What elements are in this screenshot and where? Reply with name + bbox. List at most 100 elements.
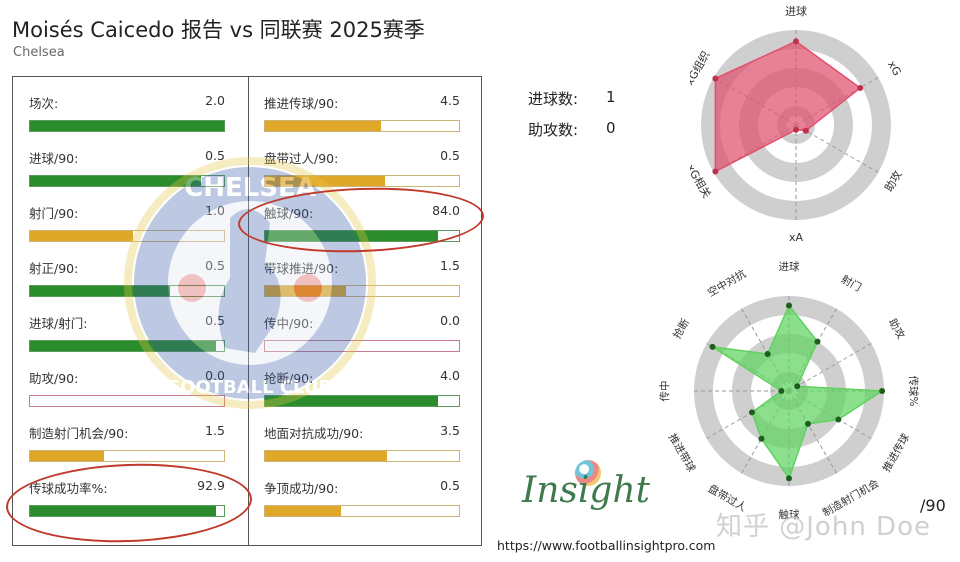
- metric-row: 抢断/90: 4.0: [264, 368, 460, 418]
- metric-label: 触球/90:: [264, 206, 314, 221]
- metric-value: 1.5: [205, 423, 225, 438]
- goals-count-value: 1: [606, 88, 616, 106]
- metric-row: 进球/90: 0.5: [29, 148, 225, 198]
- metric-value: 0.5: [205, 148, 225, 163]
- metric-value: 0.5: [440, 148, 460, 163]
- svg-text:xG相关: xG相关: [690, 161, 714, 200]
- metric-value: 92.9: [197, 478, 225, 493]
- metric-bar-fill: [30, 286, 170, 296]
- metric-label: 制造射门机会/90:: [29, 426, 129, 441]
- metric-row: 进球/射门: 0.5: [29, 313, 225, 363]
- svg-text:助攻: 助攻: [881, 168, 904, 194]
- metric-row: 盘带过人/90: 0.5: [264, 148, 460, 198]
- per90-label: /90: [920, 496, 946, 515]
- metric-bar: [264, 395, 460, 407]
- soccer-ball-icon: [575, 460, 601, 486]
- metric-value: 0.5: [205, 313, 225, 328]
- metric-label: 射正/90:: [29, 261, 79, 276]
- metric-bar-fill: [265, 506, 341, 516]
- metric-row: 助攻/90: 0.0: [29, 368, 225, 418]
- metric-bar: [29, 505, 225, 517]
- assists-count-row: 助攻数: 0: [528, 119, 626, 150]
- svg-text:射门: 射门: [839, 272, 864, 294]
- svg-text:进球: 进球: [785, 4, 807, 18]
- metric-row: 带球推进/90: 1.5: [264, 258, 460, 308]
- metric-label: 抢断/90:: [264, 371, 314, 386]
- svg-text:xA: xA: [789, 231, 804, 244]
- metric-label: 争顶成功/90:: [264, 481, 339, 496]
- metric-bar: [29, 120, 225, 132]
- metric-bar: [264, 230, 460, 242]
- metric-row: 传球成功率%: 92.9: [29, 478, 225, 528]
- metric-row: 射正/90: 0.5: [29, 258, 225, 308]
- svg-text:抢断: 抢断: [670, 316, 692, 341]
- metric-value: 1.5: [440, 258, 460, 273]
- team-name: Chelsea: [13, 45, 65, 60]
- metric-bar: [29, 450, 225, 462]
- metric-bar-fill: [30, 506, 217, 516]
- metric-bar-fill: [30, 341, 217, 351]
- metric-bar-fill: [265, 451, 388, 461]
- zhihu-watermark: 知乎 @John Doe: [716, 512, 931, 542]
- svg-text:空中对抗: 空中对抗: [705, 267, 748, 300]
- metric-value: 4.0: [440, 368, 460, 383]
- metric-row: 地面对抗成功/90: 3.5: [264, 423, 460, 473]
- metric-row: 触球/90: 84.0: [264, 203, 460, 253]
- metric-value: 2.0: [205, 93, 225, 108]
- svg-text:进球: 进球: [779, 260, 800, 273]
- metric-bar: [29, 340, 225, 352]
- metric-value: 0.5: [205, 258, 225, 273]
- source-url[interactable]: https://www.footballinsightpro.com: [497, 538, 716, 553]
- metric-value: 0.5: [440, 478, 460, 493]
- metric-bar-fill: [265, 396, 438, 406]
- insight-logo: Insight: [522, 470, 651, 511]
- metric-label: 传中/90:: [264, 316, 314, 331]
- metric-label: 地面对抗成功/90:: [264, 426, 364, 441]
- metric-label: 带球推进/90:: [264, 261, 339, 276]
- metric-label: 场次:: [29, 96, 59, 111]
- metric-bar: [264, 285, 460, 297]
- svg-text:传球%: 传球%: [907, 376, 920, 407]
- metric-bar-fill: [265, 286, 347, 296]
- metric-row: 推进传球/90: 4.5: [264, 93, 460, 143]
- metric-bar: [264, 450, 460, 462]
- metric-bar: [264, 340, 460, 352]
- column-divider: [248, 77, 249, 545]
- svg-text:触球: 触球: [779, 508, 800, 521]
- goals-count-label: 进球数:: [528, 90, 579, 108]
- metric-bar-fill: [265, 121, 382, 131]
- metric-row: 射门/90: 1.0: [29, 203, 225, 253]
- metric-label: 射门/90:: [29, 206, 79, 221]
- svg-text:xG: xG: [885, 58, 904, 78]
- assists-count-value: 0: [606, 119, 616, 137]
- metric-value: 3.5: [440, 423, 460, 438]
- metric-label: 盘带过人/90:: [264, 151, 339, 166]
- metric-bar-fill: [30, 176, 201, 186]
- metric-bar: [29, 230, 225, 242]
- assists-count-label: 助攻数:: [528, 121, 579, 139]
- metric-bar: [29, 285, 225, 297]
- svg-text:传中: 传中: [658, 381, 671, 402]
- metric-value: 84.0: [432, 203, 460, 218]
- metric-bar: [29, 395, 225, 407]
- metric-label: 进球/射门:: [29, 316, 88, 331]
- metric-label: 助攻/90:: [29, 371, 79, 386]
- metric-bar: [264, 505, 460, 517]
- metric-bar-fill: [30, 231, 133, 241]
- metric-label: 推进传球/90:: [264, 96, 339, 111]
- metric-bar: [264, 120, 460, 132]
- metric-value: 1.0: [205, 203, 225, 218]
- metric-bar-fill: [265, 231, 438, 241]
- metric-value: 0.0: [440, 313, 460, 328]
- svg-text:推进传球: 推进传球: [880, 431, 913, 474]
- counts-panel: 进球数: 1 助攻数: 0: [528, 88, 626, 150]
- svg-text:推进带球: 推进带球: [666, 431, 699, 474]
- svg-text:xG组织: xG组织: [690, 48, 713, 87]
- metric-bar: [29, 175, 225, 187]
- metric-row: 场次: 2.0: [29, 93, 225, 143]
- metric-value: 0.0: [205, 368, 225, 383]
- metric-bar-fill: [265, 176, 386, 186]
- metric-value: 4.5: [440, 93, 460, 108]
- metric-bar-fill: [30, 121, 224, 131]
- metric-label: 传球成功率%:: [29, 481, 108, 496]
